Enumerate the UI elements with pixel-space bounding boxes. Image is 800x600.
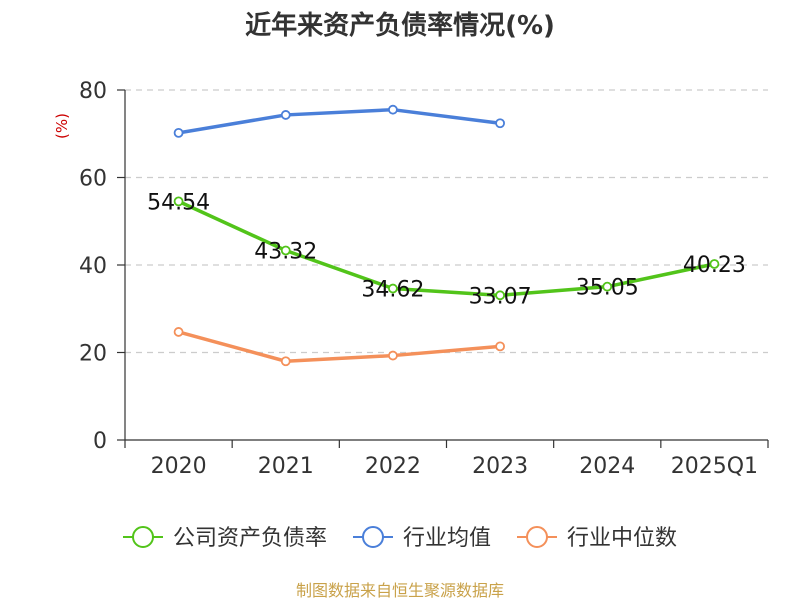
x-tick-label: 2021 — [258, 454, 314, 479]
data-point — [173, 196, 184, 207]
chart-title: 近年来资产负债率情况(%) — [245, 10, 555, 41]
legend-item-2: 行业中位数 — [517, 526, 677, 551]
x-tick-label: 2020 — [151, 454, 207, 479]
series-0: 54.54 43.32 34.62 33.07 35.05 40.23 — [147, 190, 746, 309]
legend-swatch-marker — [361, 526, 384, 548]
series-line — [176, 330, 502, 363]
data-point — [388, 283, 398, 294]
data-label: 54.54 — [147, 190, 210, 215]
data-label: 35.05 — [576, 276, 639, 301]
y-tick-label: 40 — [79, 254, 107, 279]
legend-swatch-marker — [131, 526, 154, 548]
legend-label: 行业中位数 — [567, 526, 677, 551]
series-line — [176, 199, 717, 298]
x-tick-label: 2023 — [472, 454, 528, 479]
data-point — [388, 350, 398, 361]
legend-item-0: 公司资产负债率 — [122, 526, 327, 551]
data-point — [173, 127, 184, 138]
y-axis-unit: (%) — [53, 113, 71, 139]
data-point — [280, 356, 291, 367]
y-tick-label: 80 — [79, 79, 107, 104]
data-point — [280, 245, 291, 256]
x-tick-label: 2022 — [365, 454, 421, 479]
data-point — [280, 110, 291, 120]
data-label: 34.62 — [361, 278, 424, 303]
legend: 公司资产负债率 行业均值 行业中位数 — [122, 526, 677, 551]
x-axis-ticks: 2020 2021 2022 2023 2024 2025Q1 — [124, 440, 769, 479]
x-tick-label: 2024 — [579, 454, 635, 479]
legend-label: 行业均值 — [403, 526, 491, 551]
series-group: 54.54 43.32 34.62 33.07 35.05 40.23 — [147, 104, 746, 367]
legend-swatch-marker — [526, 526, 549, 548]
data-point — [388, 104, 398, 115]
data-label: 40.23 — [683, 253, 746, 278]
x-tick-label: 2025Q1 — [671, 454, 758, 479]
data-point — [495, 290, 505, 301]
data-point — [602, 281, 613, 292]
data-point — [709, 259, 720, 269]
y-tick-label: 0 — [93, 429, 107, 454]
y-tick-label: 60 — [79, 167, 107, 192]
series-2 — [173, 327, 505, 367]
data-label: 43.32 — [254, 239, 317, 264]
legend-label: 公司资产负债率 — [173, 526, 327, 551]
legend-item-1: 行业均值 — [352, 526, 491, 551]
y-axis-ticks: 0 20 40 60 80 — [79, 79, 125, 454]
data-point — [495, 341, 505, 352]
y-tick-label: 20 — [79, 342, 107, 367]
data-point — [173, 327, 184, 337]
series-1 — [173, 104, 505, 138]
series-line — [176, 107, 502, 135]
data-point — [495, 118, 505, 129]
data-label: 33.07 — [469, 284, 532, 309]
source-note: 制图数据来自恒生聚源数据库 — [296, 581, 504, 600]
